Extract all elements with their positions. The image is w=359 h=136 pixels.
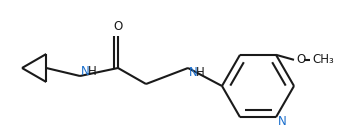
Text: N: N — [189, 66, 198, 79]
Text: O: O — [113, 20, 123, 33]
Text: N: N — [81, 65, 90, 78]
Text: H: H — [196, 66, 205, 79]
Text: H: H — [88, 65, 97, 78]
Text: CH₃: CH₃ — [312, 53, 334, 66]
Text: N: N — [278, 115, 287, 128]
Text: O: O — [296, 53, 305, 66]
